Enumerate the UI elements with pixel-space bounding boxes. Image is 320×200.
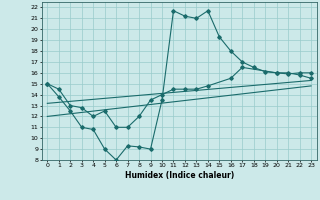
X-axis label: Humidex (Indice chaleur): Humidex (Indice chaleur)	[124, 171, 234, 180]
